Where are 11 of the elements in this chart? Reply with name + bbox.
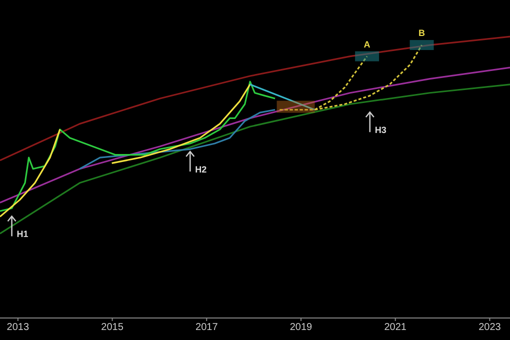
x-tick-label: 2015 xyxy=(101,322,124,334)
annotation: B xyxy=(418,28,426,38)
x-tick-label: 2021 xyxy=(384,322,407,334)
annotation: H2 xyxy=(195,164,207,175)
x-tick-label: 2013 xyxy=(6,322,30,334)
annotation: A xyxy=(364,39,371,50)
x-tick-label: 2023 xyxy=(478,322,502,334)
x-tick-label: 2017 xyxy=(196,322,218,334)
x-tick-label: 2019 xyxy=(290,322,313,334)
annotation: H3 xyxy=(374,125,386,136)
annotation: H1 xyxy=(16,229,28,240)
